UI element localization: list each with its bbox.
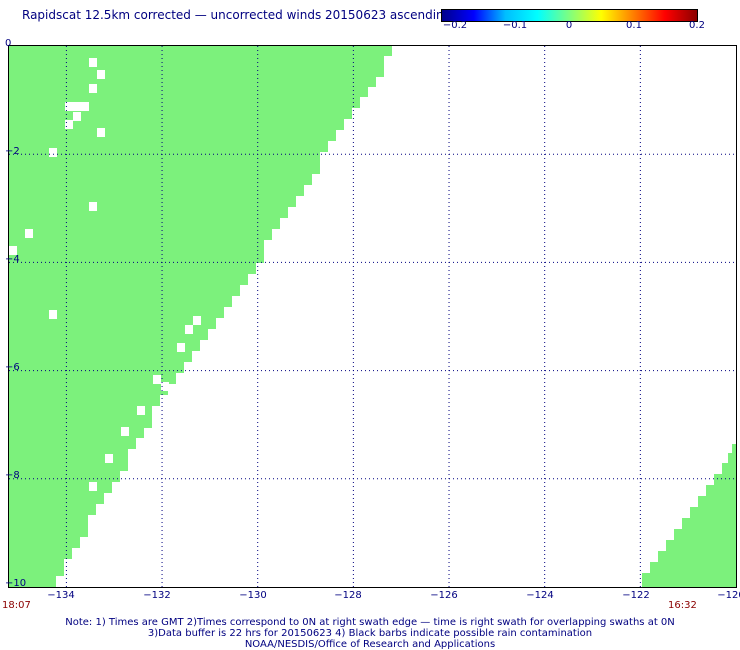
lon-tick-label: −130 (239, 590, 267, 601)
missing-data-cell (49, 310, 57, 319)
lat-tick-label: −4 (5, 254, 20, 265)
missing-data-cell (177, 343, 185, 352)
lat-tick-label: −10 (5, 578, 27, 589)
missing-data-cell (65, 102, 73, 111)
missing-data-cell (9, 246, 17, 255)
missing-data-cell (89, 482, 97, 491)
missing-data-cell (25, 229, 33, 238)
lon-tick-label: −126 (430, 590, 458, 601)
swath-time-left: 18:07 (2, 600, 31, 611)
footnote-credit: NOAA/NESDIS/Office of Research and Appli… (244, 639, 496, 650)
missing-data-cell (73, 112, 81, 121)
colorbar-tick-label: 0 (565, 20, 573, 31)
lon-tick-label: −132 (143, 590, 171, 601)
lat-tick-label: −2 (5, 146, 20, 157)
missing-data-cell (153, 375, 161, 384)
colorbar-tick-label: −0.1 (502, 20, 528, 31)
lon-tick-label: −128 (334, 590, 362, 601)
missing-data-cell (89, 58, 97, 67)
map-title: Rapidscat 12.5km corrected — uncorrected… (22, 8, 452, 22)
lat-tick-label: −6 (5, 362, 20, 373)
missing-data-cell (89, 84, 97, 93)
footnote-line-1: Note: 1) Times are GMT 2)Times correspon… (65, 617, 675, 628)
colorbar-tick-label: 0.1 (626, 20, 642, 31)
swath-time-right: 16:32 (668, 600, 697, 611)
lon-tick-label: −124 (526, 590, 554, 601)
missing-data-cell (105, 454, 113, 463)
missing-data-cell (185, 325, 193, 334)
lat-tick-label: 0 (5, 38, 12, 49)
missing-data-cell (121, 427, 129, 436)
missing-data-cell (65, 120, 73, 129)
missing-data-cell (49, 148, 57, 157)
lon-tick-label: −120 (717, 590, 740, 601)
lat-tick-label: −8 (5, 470, 20, 481)
footnote-line-2: 3)Data buffer is 22 hrs for 20150623 4) … (147, 628, 593, 639)
missing-data-cell (193, 316, 201, 325)
lon-tick-label: −122 (622, 590, 650, 601)
color-scale-bar (441, 9, 698, 22)
lon-tick-label: −134 (47, 590, 75, 601)
missing-data-cell (89, 202, 97, 211)
wind-swath-right (642, 444, 736, 587)
missing-data-cell (161, 382, 169, 391)
colorbar-tick-label: 0.2 (689, 20, 705, 31)
missing-data-cell (97, 128, 105, 137)
colorbar-tick-label: −0.2 (442, 20, 468, 31)
missing-data-cell (137, 406, 145, 415)
wind-map-plot (8, 45, 737, 588)
wind-swath-map (9, 46, 736, 587)
missing-data-cell (97, 70, 105, 79)
missing-data-cell (81, 102, 89, 111)
missing-data-cell (73, 102, 81, 111)
